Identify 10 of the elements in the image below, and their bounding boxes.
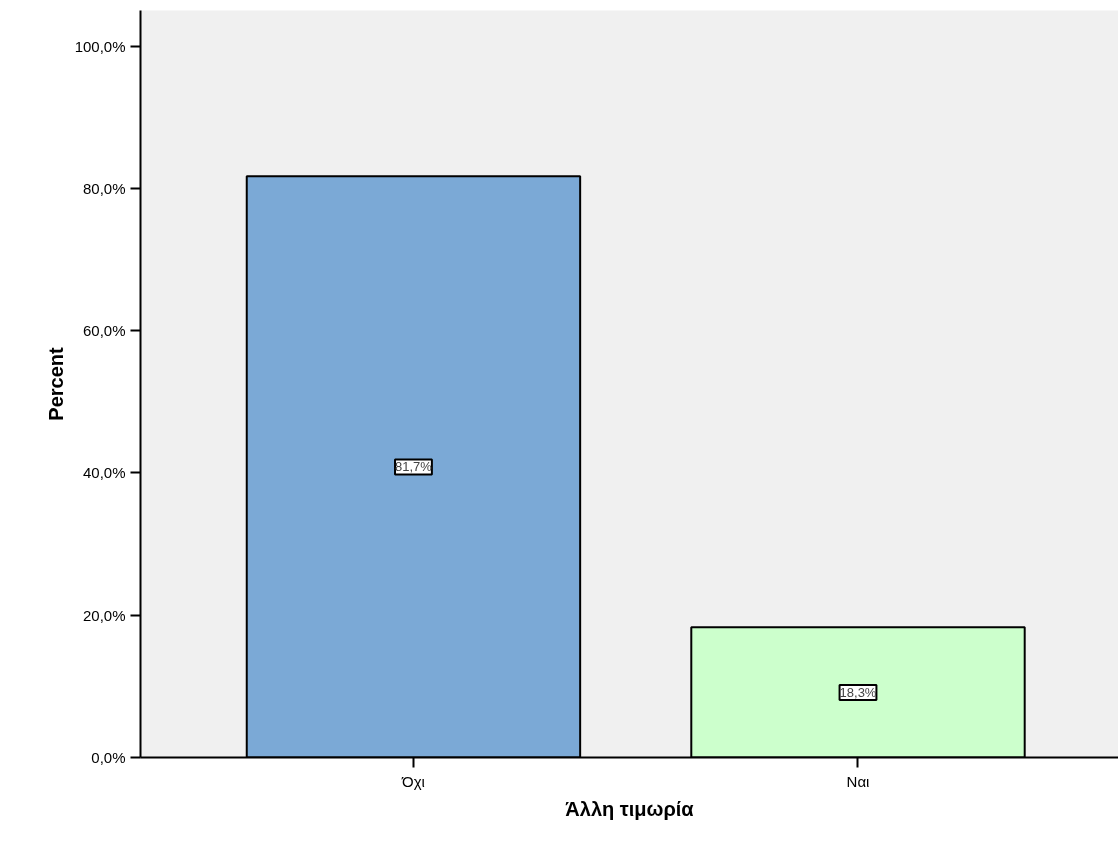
- y-tick-label: 100,0%: [74, 37, 126, 55]
- x-axis-title: Άλλη τιμωρία: [565, 797, 695, 820]
- y-tick-label: 40,0%: [82, 464, 126, 482]
- y-tick-label: 0,0%: [91, 749, 126, 766]
- y-tick-label: 60,0%: [82, 322, 126, 340]
- y-tick-label: 80,0%: [82, 179, 126, 197]
- y-tick-label: 20,0%: [82, 606, 126, 624]
- y-axis-title: Percent: [44, 346, 67, 421]
- x-tick-label: Ναι: [846, 772, 870, 790]
- x-tick-label: Όχι: [401, 772, 425, 790]
